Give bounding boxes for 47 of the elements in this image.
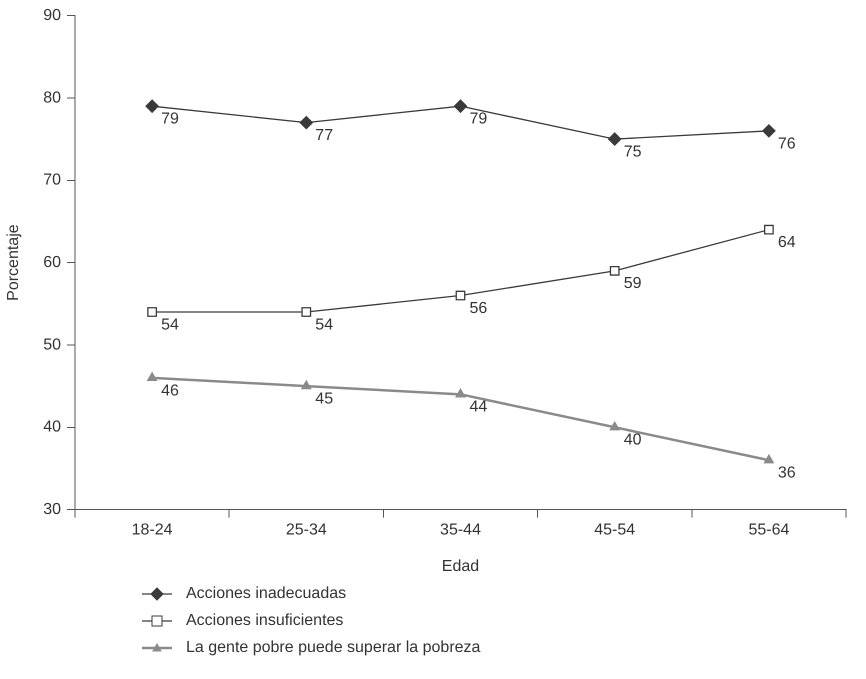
data-label: 40 [624, 432, 642, 449]
y-tick-label: 30 [43, 501, 62, 518]
data-label: 54 [161, 316, 179, 334]
point [300, 116, 313, 130]
data-label: 64 [778, 234, 796, 252]
data-label: 75 [624, 144, 642, 161]
point [456, 290, 466, 300]
point [301, 307, 312, 317]
point [610, 422, 620, 430]
data-label: 77 [315, 127, 334, 144]
x-tick-label: 55-64 [748, 522, 790, 539]
legend-label: La gente pobre puede superar la pobreza [186, 638, 480, 656]
data-label: 56 [470, 300, 488, 317]
x-tick-label: 18-24 [132, 522, 173, 539]
y-tick-label: 70 [43, 172, 62, 189]
data-label: 46 [161, 382, 179, 400]
point [762, 124, 776, 138]
data-label: 44 [470, 398, 488, 416]
point [147, 372, 158, 382]
data-label: 79 [470, 110, 488, 128]
data-label: 79 [161, 110, 179, 128]
legend-label: Acciones inadecuadas [186, 584, 346, 602]
legend-label: Acciones insuficientes [186, 612, 344, 630]
y-tick-label: 50 [43, 336, 62, 354]
point [454, 100, 468, 113]
x-tick-label: 35-44 [440, 522, 482, 539]
point [764, 454, 774, 464]
point [301, 380, 312, 390]
point [764, 224, 774, 235]
point [608, 132, 622, 146]
point [147, 307, 157, 317]
data-label: 36 [778, 464, 796, 482]
point [456, 388, 466, 398]
point [145, 100, 159, 113]
x-tick-label: 45-54 [594, 522, 636, 539]
x-axis-title: Edad [442, 558, 480, 575]
data-label: 54 [315, 316, 334, 334]
data-label: 45 [315, 390, 334, 408]
y-tick-label: 40 [43, 418, 62, 436]
data-label: 76 [778, 135, 796, 152]
data-label: 59 [624, 275, 642, 292]
y-axis-title: Porcentaje [5, 224, 22, 301]
point [610, 266, 620, 276]
y-tick-label: 90 [43, 7, 62, 24]
y-tick-label: 60 [43, 254, 62, 272]
x-tick-label: 25-34 [286, 522, 327, 539]
y-tick-label: 80 [43, 89, 62, 106]
